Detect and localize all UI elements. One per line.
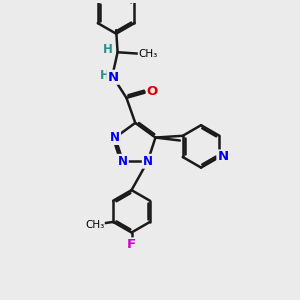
Text: O: O (147, 85, 158, 98)
Text: N: N (118, 155, 128, 168)
Text: H: H (103, 43, 113, 56)
Text: H: H (100, 69, 110, 82)
Text: N: N (108, 71, 119, 84)
Text: N: N (218, 151, 229, 164)
Text: CH₃: CH₃ (85, 220, 104, 230)
Text: F: F (127, 238, 136, 251)
Text: CH₃: CH₃ (138, 49, 158, 59)
Text: N: N (143, 155, 153, 168)
Text: N: N (110, 131, 120, 144)
